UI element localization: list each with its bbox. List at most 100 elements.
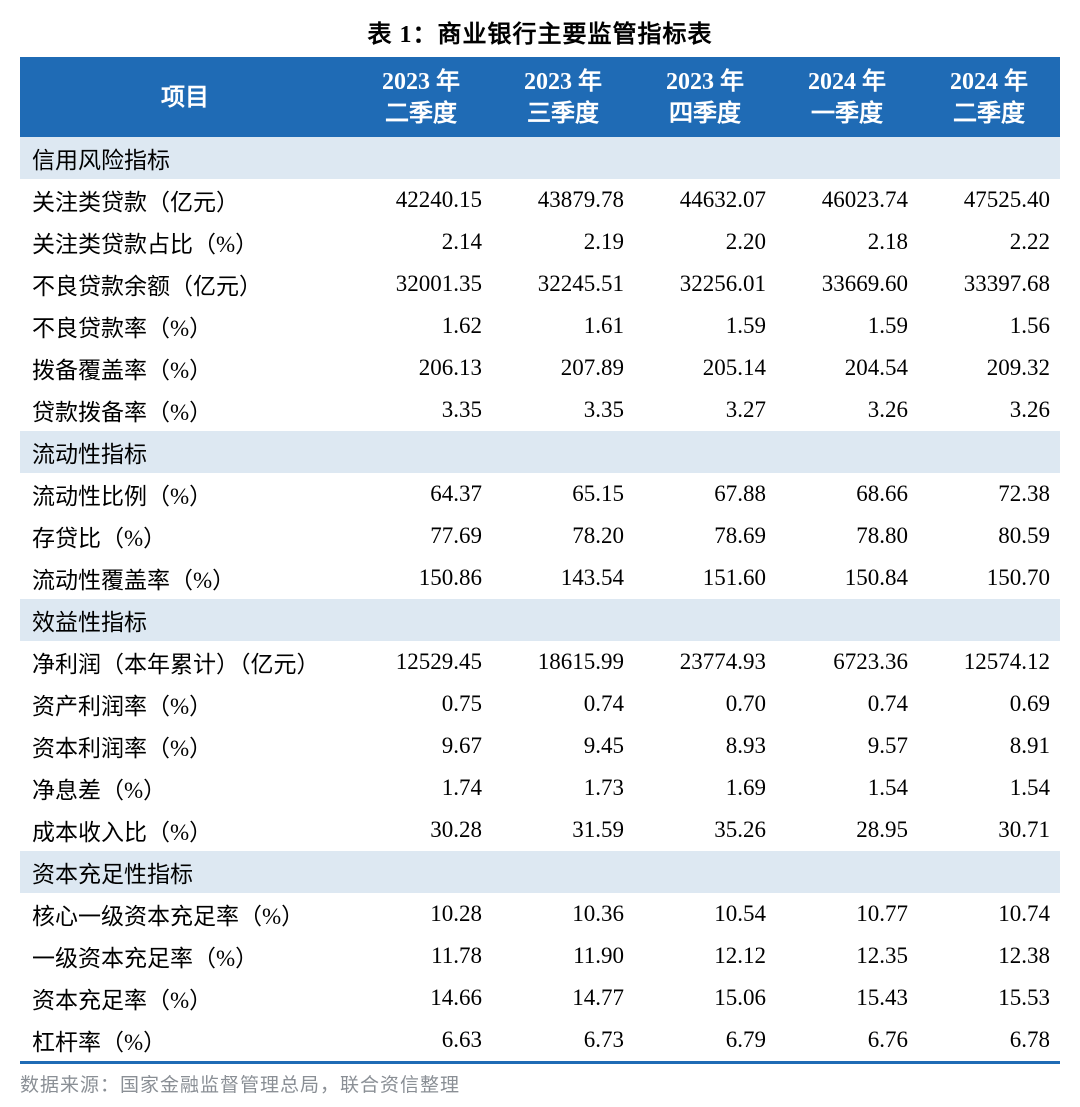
cell-value: 31.59 [492, 809, 634, 851]
row-label: 一级资本充足率（%） [20, 935, 350, 977]
cell-value: 9.45 [492, 725, 634, 767]
table-row: 核心一级资本充足率（%）10.2810.3610.5410.7710.74 [20, 893, 1060, 935]
row-label: 核心一级资本充足率（%） [20, 893, 350, 935]
cell-value: 67.88 [634, 473, 776, 515]
cell-value: 15.43 [776, 977, 918, 1019]
cell-value: 0.70 [634, 683, 776, 725]
cell-value: 207.89 [492, 347, 634, 389]
section-label: 流动性指标 [20, 431, 1060, 473]
cell-value: 1.54 [918, 767, 1060, 809]
table-row: 关注类贷款（亿元）42240.1543879.7844632.0746023.7… [20, 179, 1060, 221]
cell-value: 1.69 [634, 767, 776, 809]
cell-value: 33669.60 [776, 263, 918, 305]
row-label: 不良贷款率（%） [20, 305, 350, 347]
row-label: 净利润（本年累计）（亿元） [20, 641, 350, 683]
cell-value: 3.27 [634, 389, 776, 431]
col-header-period-2: 2023 年 四季度 [634, 59, 776, 137]
cell-value: 64.37 [350, 473, 492, 515]
cell-value: 32256.01 [634, 263, 776, 305]
cell-value: 65.15 [492, 473, 634, 515]
row-label: 成本收入比（%） [20, 809, 350, 851]
cell-value: 3.35 [492, 389, 634, 431]
table-row: 不良贷款余额（亿元）32001.3532245.5132256.0133669.… [20, 263, 1060, 305]
cell-value: 12529.45 [350, 641, 492, 683]
col-header-period-1: 2023 年 三季度 [492, 59, 634, 137]
regulatory-indicator-table: 项目 2023 年 二季度 2023 年 三季度 2023 年 四季度 2024… [20, 57, 1060, 1064]
cell-value: 11.78 [350, 935, 492, 977]
table-row: 成本收入比（%）30.2831.5935.2628.9530.71 [20, 809, 1060, 851]
table-row: 关注类贷款占比（%）2.142.192.202.182.22 [20, 221, 1060, 263]
row-label: 流动性覆盖率（%） [20, 557, 350, 599]
cell-value: 18615.99 [492, 641, 634, 683]
cell-value: 0.74 [492, 683, 634, 725]
cell-value: 9.57 [776, 725, 918, 767]
cell-value: 14.66 [350, 977, 492, 1019]
cell-value: 6.73 [492, 1019, 634, 1063]
table-row: 流动性覆盖率（%）150.86143.54151.60150.84150.70 [20, 557, 1060, 599]
section-label: 资本充足性指标 [20, 851, 1060, 893]
cell-value: 1.74 [350, 767, 492, 809]
col-header-period-0: 2023 年 二季度 [350, 59, 492, 137]
table-row: 贷款拨备率（%）3.353.353.273.263.26 [20, 389, 1060, 431]
cell-value: 23774.93 [634, 641, 776, 683]
section-row: 流动性指标 [20, 431, 1060, 473]
section-row: 信用风险指标 [20, 137, 1060, 179]
cell-value: 2.19 [492, 221, 634, 263]
cell-value: 12.35 [776, 935, 918, 977]
cell-value: 10.54 [634, 893, 776, 935]
cell-value: 12.12 [634, 935, 776, 977]
table-row: 净利润（本年累计）（亿元）12529.4518615.9923774.93672… [20, 641, 1060, 683]
cell-value: 32001.35 [350, 263, 492, 305]
cell-value: 151.60 [634, 557, 776, 599]
cell-value: 46023.74 [776, 179, 918, 221]
cell-value: 204.54 [776, 347, 918, 389]
cell-value: 72.38 [918, 473, 1060, 515]
cell-value: 28.95 [776, 809, 918, 851]
row-label: 资本充足率（%） [20, 977, 350, 1019]
cell-value: 30.28 [350, 809, 492, 851]
cell-value: 1.54 [776, 767, 918, 809]
row-label: 贷款拨备率（%） [20, 389, 350, 431]
cell-value: 1.62 [350, 305, 492, 347]
table-header-row: 项目 2023 年 二季度 2023 年 三季度 2023 年 四季度 2024… [20, 59, 1060, 137]
cell-value: 0.75 [350, 683, 492, 725]
cell-value: 9.67 [350, 725, 492, 767]
cell-value: 15.53 [918, 977, 1060, 1019]
cell-value: 11.90 [492, 935, 634, 977]
cell-value: 206.13 [350, 347, 492, 389]
cell-value: 78.20 [492, 515, 634, 557]
row-label: 拨备覆盖率（%） [20, 347, 350, 389]
cell-value: 2.22 [918, 221, 1060, 263]
cell-value: 32245.51 [492, 263, 634, 305]
cell-value: 44632.07 [634, 179, 776, 221]
col-header-period-4: 2024 年 二季度 [918, 59, 1060, 137]
table-row: 拨备覆盖率（%）206.13207.89205.14204.54209.32 [20, 347, 1060, 389]
cell-value: 42240.15 [350, 179, 492, 221]
cell-value: 1.59 [776, 305, 918, 347]
cell-value: 8.93 [634, 725, 776, 767]
col-header-item: 项目 [20, 59, 350, 137]
cell-value: 12.38 [918, 935, 1060, 977]
table-row: 存贷比（%）77.6978.2078.6978.8080.59 [20, 515, 1060, 557]
row-label: 存贷比（%） [20, 515, 350, 557]
cell-value: 3.26 [918, 389, 1060, 431]
cell-value: 0.69 [918, 683, 1060, 725]
cell-value: 15.06 [634, 977, 776, 1019]
cell-value: 47525.40 [918, 179, 1060, 221]
row-label: 资本利润率（%） [20, 725, 350, 767]
cell-value: 12574.12 [918, 641, 1060, 683]
table-row: 不良贷款率（%）1.621.611.591.591.56 [20, 305, 1060, 347]
cell-value: 150.70 [918, 557, 1060, 599]
cell-value: 10.36 [492, 893, 634, 935]
cell-value: 1.61 [492, 305, 634, 347]
table-row: 一级资本充足率（%）11.7811.9012.1212.3512.38 [20, 935, 1060, 977]
cell-value: 10.77 [776, 893, 918, 935]
row-label: 杠杆率（%） [20, 1019, 350, 1063]
cell-value: 14.77 [492, 977, 634, 1019]
row-label: 不良贷款余额（亿元） [20, 263, 350, 305]
cell-value: 10.74 [918, 893, 1060, 935]
cell-value: 1.73 [492, 767, 634, 809]
table-row: 流动性比例（%）64.3765.1567.8868.6672.38 [20, 473, 1060, 515]
row-label: 净息差（%） [20, 767, 350, 809]
cell-value: 8.91 [918, 725, 1060, 767]
